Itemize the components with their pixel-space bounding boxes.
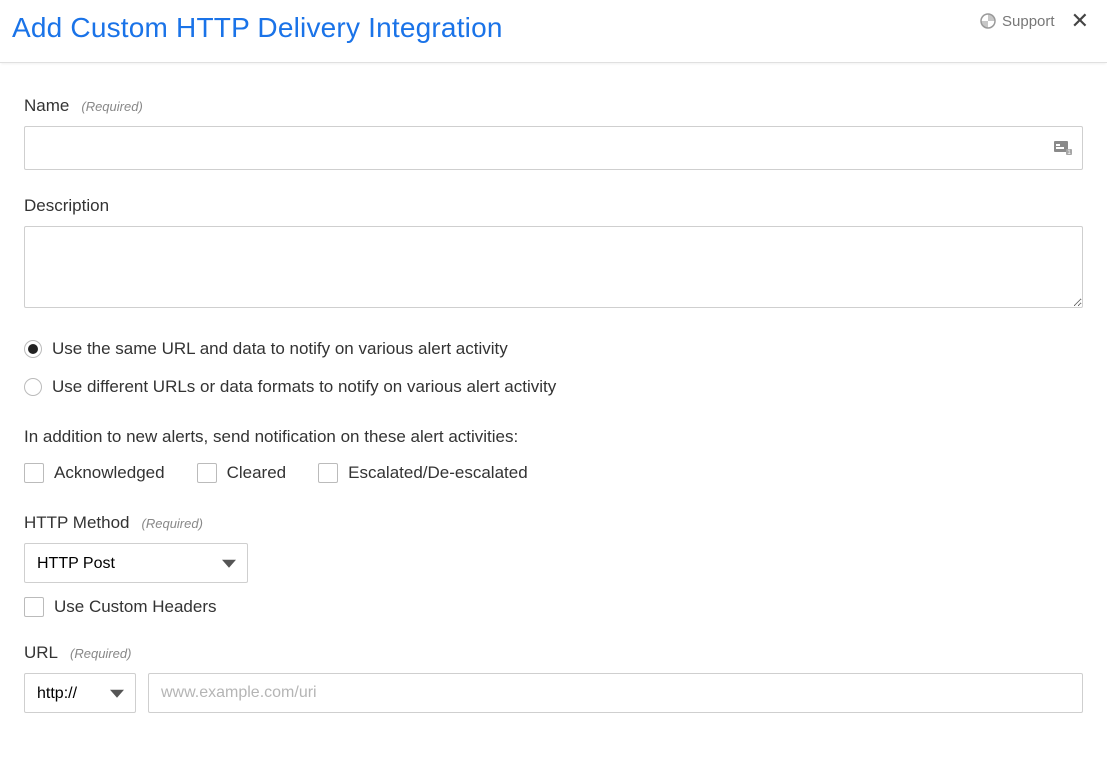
url-mode-group: Use the same URL and data to notify on v… [24, 339, 1083, 397]
dialog-header: Add Custom HTTP Delivery Integration Sup… [0, 0, 1107, 63]
page-title: Add Custom HTTP Delivery Integration [12, 12, 503, 44]
radio-same[interactable] [24, 340, 42, 358]
url-label-row: URL (Required) [24, 643, 1083, 663]
url-scheme-select-wrap: http:// [24, 673, 136, 713]
url-mode-same-option[interactable]: Use the same URL and data to notify on v… [24, 339, 1083, 359]
activities-checkbox-row: Acknowledged Cleared Escalated/De-escala… [24, 463, 1083, 483]
description-label-row: Description [24, 196, 1083, 216]
radio-diff[interactable] [24, 378, 42, 396]
http-method-required-tag: (Required) [142, 516, 203, 531]
custom-headers-checkbox[interactable] [24, 597, 44, 617]
url-required-tag: (Required) [70, 646, 131, 661]
description-input[interactable] [24, 226, 1083, 308]
escalated-checkbox[interactable] [318, 463, 338, 483]
support-link[interactable]: Support [980, 13, 1055, 30]
activities-intro: In addition to new alerts, send notifica… [24, 427, 1083, 447]
http-method-field: HTTP Method (Required) HTTP Post Use Cus… [24, 513, 1083, 617]
name-label: Name [24, 96, 69, 116]
custom-headers-option[interactable]: Use Custom Headers [24, 597, 1083, 617]
url-scheme-select[interactable]: http:// [24, 673, 136, 713]
close-button[interactable]: ✕ [1069, 10, 1091, 32]
custom-headers-label: Use Custom Headers [54, 597, 217, 617]
name-input[interactable] [24, 126, 1083, 170]
support-icon [980, 13, 996, 29]
name-input-wrap: 1 [24, 126, 1083, 170]
escalated-label: Escalated/De-escalated [348, 463, 528, 483]
url-input[interactable] [148, 673, 1083, 713]
cleared-option[interactable]: Cleared [197, 463, 287, 483]
http-method-select[interactable]: HTTP Post [24, 543, 248, 583]
acknowledged-checkbox[interactable] [24, 463, 44, 483]
autofill-icon: 1 [1053, 139, 1073, 157]
escalated-option[interactable]: Escalated/De-escalated [318, 463, 528, 483]
description-field: Description [24, 196, 1083, 313]
cleared-checkbox[interactable] [197, 463, 217, 483]
radio-diff-label: Use different URLs or data formats to no… [52, 377, 556, 397]
close-icon: ✕ [1071, 8, 1089, 33]
url-field: URL (Required) http:// [24, 643, 1083, 713]
support-label: Support [1002, 13, 1055, 30]
radio-same-label: Use the same URL and data to notify on v… [52, 339, 508, 359]
header-actions: Support ✕ [980, 10, 1091, 32]
http-method-select-wrap: HTTP Post [24, 543, 248, 583]
http-method-label: HTTP Method [24, 513, 130, 533]
acknowledged-option[interactable]: Acknowledged [24, 463, 165, 483]
name-field: Name (Required) 1 [24, 96, 1083, 170]
name-label-row: Name (Required) [24, 96, 1083, 116]
form-scroll-area[interactable]: Name (Required) 1 Description Use [0, 74, 1107, 762]
url-label: URL [24, 643, 58, 663]
http-method-label-row: HTTP Method (Required) [24, 513, 1083, 533]
name-required-tag: (Required) [81, 99, 142, 114]
url-input-row: http:// [24, 673, 1083, 713]
cleared-label: Cleared [227, 463, 287, 483]
acknowledged-label: Acknowledged [54, 463, 165, 483]
url-mode-diff-option[interactable]: Use different URLs or data formats to no… [24, 377, 1083, 397]
description-label: Description [24, 196, 109, 216]
scroll-spacer [24, 717, 1083, 762]
